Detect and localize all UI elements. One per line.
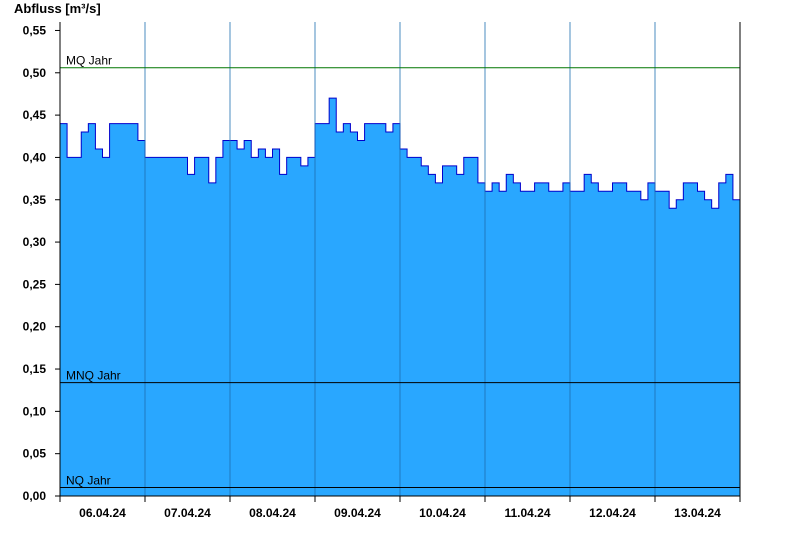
x-tick-label: 11.04.24 xyxy=(504,506,550,520)
x-tick-label: 12.04.24 xyxy=(589,506,636,520)
x-tick-label: 13.04.24 xyxy=(674,506,721,520)
y-tick-label: 0,30 xyxy=(23,235,47,249)
x-tick-label: 08.04.24 xyxy=(249,506,296,520)
y-tick-label: 0,55 xyxy=(23,23,47,37)
x-axis: 06.04.24 07.04.24 08.04.24 09.04.24 10.04.24… xyxy=(59,496,741,520)
y-tick-label: 0,05 xyxy=(23,447,47,461)
reference-line-label: MQ Jahr xyxy=(66,54,112,68)
y-tick-label: 0,10 xyxy=(23,404,47,418)
y-tick-label: 0,50 xyxy=(23,66,47,80)
x-tick-label: 06.04.24 xyxy=(79,506,126,520)
reference-line-label: MNQ Jahr xyxy=(66,369,121,383)
y-tick-label: 0,45 xyxy=(23,108,47,122)
x-tick-label: 10.04.24 xyxy=(419,506,466,520)
y-tick-label: 0,35 xyxy=(23,193,47,207)
y-tick-label: 0,20 xyxy=(23,320,47,334)
y-tick-label: 0,25 xyxy=(23,277,47,291)
plot-area: MQ Jahr MNQ Jahr NQ Jahr xyxy=(59,22,741,497)
y-axis-label: Abfluss [m³/s] xyxy=(14,1,101,16)
y-tick-label: 0,15 xyxy=(23,362,47,376)
y-axis: 0,00 0,05 0,10 0,15 0,20 0,25 0,30 0,35 0,40 0,45… xyxy=(23,23,60,503)
reference-line-label: NQ Jahr xyxy=(66,474,111,488)
y-tick-label: 0,00 xyxy=(23,489,47,503)
y-tick-label: 0,40 xyxy=(23,150,47,164)
x-tick-label: 09.04.24 xyxy=(334,506,381,520)
x-tick-label: 07.04.24 xyxy=(164,506,211,520)
discharge-line xyxy=(60,97,740,209)
